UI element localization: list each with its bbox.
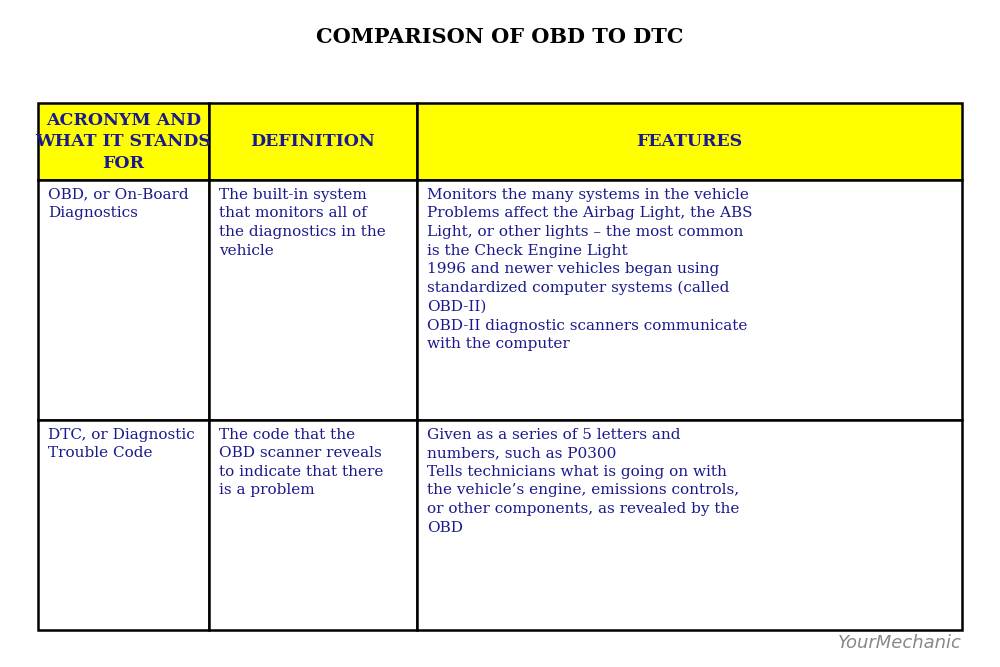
Text: The built-in system
that monitors all of
the diagnostics in the
vehicle: The built-in system that monitors all of…	[219, 188, 386, 257]
Bar	[209, 420, 417, 630]
Text: DEFINITION: DEFINITION	[251, 133, 375, 150]
Text: DTC, or Diagnostic
Trouble Code: DTC, or Diagnostic Trouble Code	[48, 428, 195, 460]
Text: COMPARISON OF OBD TO DTC: COMPARISON OF OBD TO DTC	[316, 27, 684, 47]
Bar	[209, 180, 417, 420]
Bar	[417, 180, 962, 420]
Bar	[38, 420, 209, 630]
Text: YourMechanic: YourMechanic	[838, 634, 962, 652]
Bar	[38, 103, 209, 180]
Bar	[417, 420, 962, 630]
Text: FEATURES: FEATURES	[636, 133, 742, 150]
Text: OBD, or On-Board
Diagnostics: OBD, or On-Board Diagnostics	[48, 188, 189, 220]
Text: Monitors the many systems in the vehicle
Problems affect the Airbag Light, the A: Monitors the many systems in the vehicle…	[427, 188, 752, 352]
Bar	[38, 180, 209, 420]
Bar	[209, 103, 417, 180]
Text: The code that the
OBD scanner reveals
to indicate that there
is a problem: The code that the OBD scanner reveals to…	[219, 428, 383, 498]
Bar	[417, 103, 962, 180]
Text: Given as a series of 5 letters and
numbers, such as P0300
Tells technicians what: Given as a series of 5 letters and numbe…	[427, 428, 739, 535]
Text: ACRONYM AND
WHAT IT STANDS
FOR: ACRONYM AND WHAT IT STANDS FOR	[36, 111, 211, 171]
